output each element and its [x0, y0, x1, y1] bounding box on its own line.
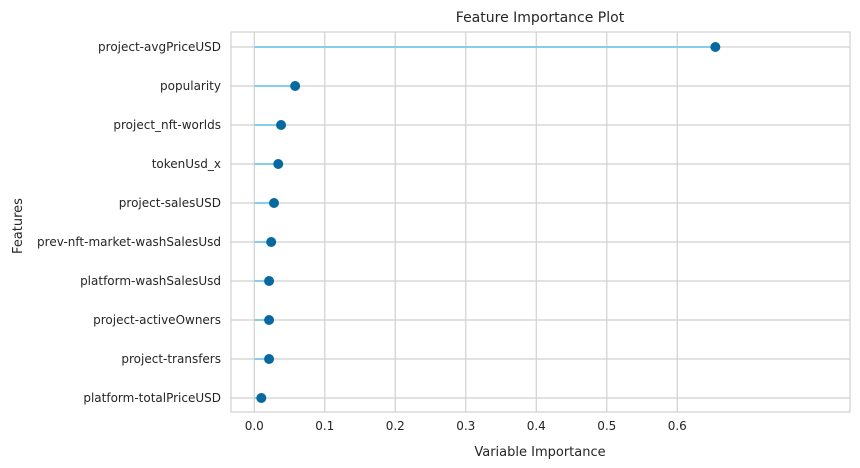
x-tick-label: 0.3 — [456, 419, 475, 433]
y-axis-label: Features — [11, 198, 26, 254]
y-category-labels: project-avgPriceUSD popularity project_nft… — [37, 40, 221, 405]
x-tick-label: 0.6 — [668, 419, 687, 433]
y-category-label: project-salesUSD — [119, 196, 221, 210]
x-tick-label: 0.0 — [245, 419, 264, 433]
y-category-label: tokenUsd_x — [152, 157, 221, 171]
y-category-label: project-activeOwners — [93, 313, 221, 327]
point-0 — [710, 42, 721, 52]
x-tick-labels: 0.0 0.1 0.2 0.3 0.4 0.5 0.6 — [245, 419, 687, 433]
y-category-label: project-transfers — [121, 352, 221, 366]
y-category-label: project-avgPriceUSD — [98, 40, 221, 54]
x-tick-label: 0.5 — [597, 419, 616, 433]
y-category-label: prev-nft-market-washSalesUsd — [37, 235, 221, 249]
point-8 — [264, 354, 275, 364]
plot-frame — [230, 31, 851, 413]
point-3 — [273, 159, 284, 169]
y-category-label: project_nft-worlds — [113, 118, 221, 132]
x-axis-label: Variable Importance — [474, 445, 605, 460]
point-2 — [276, 120, 287, 130]
y-category-label: popularity — [160, 79, 221, 93]
point-7 — [264, 315, 275, 325]
point-1 — [290, 81, 301, 91]
point-4 — [269, 198, 280, 208]
x-tick-label: 0.1 — [315, 419, 334, 433]
y-category-label: platform-washSalesUsd — [80, 274, 221, 288]
point-9 — [256, 393, 267, 403]
grid-lines — [231, 32, 850, 412]
point-5 — [266, 237, 277, 247]
data-marks — [254, 42, 721, 403]
chart-title: Feature Importance Plot — [456, 10, 625, 26]
x-tick-label: 0.4 — [527, 419, 546, 433]
x-tick-label: 0.2 — [386, 419, 405, 433]
y-category-label: platform-totalPriceUSD — [83, 391, 221, 405]
point-6 — [264, 276, 275, 286]
